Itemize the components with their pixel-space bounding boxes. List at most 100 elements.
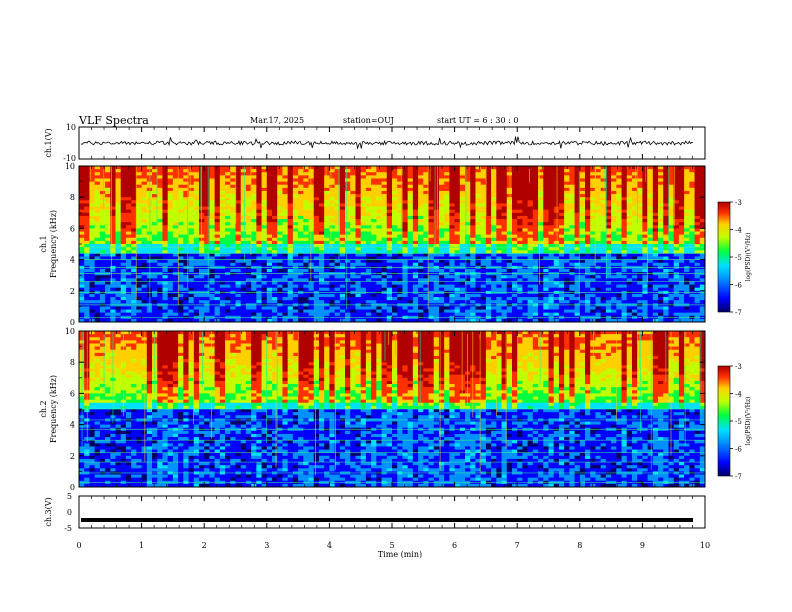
spectrogram-cell: [225, 300, 231, 304]
spectrogram-cell: [423, 268, 429, 273]
spectrogram-cell: [543, 215, 549, 220]
spectrogram-cell: [125, 234, 132, 239]
spectrogram-cell: [240, 278, 247, 282]
spectrogram-cell: [475, 184, 482, 189]
spectrogram-cell: [256, 200, 262, 204]
spectrogram-cell: [574, 222, 581, 226]
spectrogram-cell: [162, 309, 169, 314]
spectrogram-cell: [532, 318, 539, 323]
spectrogram-cell: [178, 203, 184, 207]
spectrogram-cell: [136, 237, 142, 242]
spectrogram-cell: [350, 184, 356, 189]
spectrogram-cell: [120, 178, 127, 182]
spectrogram-cell: [501, 219, 508, 223]
spectrogram-cell: [585, 253, 591, 257]
spectrogram-cell: [376, 312, 382, 317]
spectrogram-cell: [402, 215, 409, 220]
spectrogram-cell: [204, 184, 210, 189]
spectrogram-cell: [261, 256, 268, 260]
spectrogram-cell: [256, 169, 262, 173]
spectrogram-cell: [89, 219, 96, 223]
spectrogram-cell: [230, 187, 236, 192]
spectrogram-cell: [386, 187, 393, 192]
spectrogram-cell: [496, 225, 502, 229]
spectrogram-cell: [251, 293, 257, 298]
spectrogram-cell: [579, 222, 586, 226]
spectrogram-cell: [131, 268, 137, 273]
spectrogram-cell: [131, 256, 137, 260]
spectrogram-cell: [412, 231, 419, 236]
spectrogram-cell: [350, 190, 356, 195]
spectrogram-cell: [141, 234, 148, 239]
spectrogram-cell: [449, 190, 455, 195]
spectrogram-cell: [454, 278, 461, 282]
spectrogram-cell: [230, 293, 236, 298]
spectrogram-cell: [209, 187, 216, 192]
spectrogram-cell: [167, 222, 174, 226]
spectrogram-cell: [141, 262, 148, 267]
spectrogram-cell: [245, 222, 252, 226]
spectrogram-cell: [433, 215, 440, 220]
spectrogram-cell: [157, 309, 163, 314]
spectrogram-cell: [501, 206, 508, 211]
spectrogram-cell: [282, 247, 289, 251]
spectrogram-cell: [465, 278, 471, 282]
spectrogram-cell: [313, 244, 320, 248]
spectrogram-cell: [444, 281, 450, 285]
spectrogram-cell: [371, 278, 377, 282]
spectrogram-cell: [167, 281, 174, 285]
spectrogram-cell: [245, 194, 252, 198]
spectrogram-cell: [538, 259, 544, 264]
spectrogram-cell: [345, 234, 351, 239]
spectrogram-cell: [329, 178, 336, 182]
spectrogram-cell: [538, 244, 544, 248]
spectrogram-cell: [214, 287, 221, 292]
spectrogram-cell: [517, 234, 523, 239]
spectrogram-cell: [569, 231, 575, 236]
spectrogram-cell: [277, 306, 283, 310]
spectrogram-cell: [261, 234, 268, 239]
spectrogram-cell: [360, 184, 367, 189]
spectrogram-cell: [548, 284, 555, 289]
spectrogram-cell: [381, 244, 388, 248]
spectrogram-cell: [574, 215, 581, 220]
spectrogram-cell: [125, 228, 132, 232]
spectrogram-cell: [428, 306, 435, 310]
spectrogram-cell: [131, 206, 137, 211]
spectrogram-cell: [470, 247, 476, 251]
spectrogram-cell: [183, 190, 189, 195]
spectrogram-cell: [277, 184, 283, 189]
spectrogram-cell: [94, 206, 101, 211]
spectrogram-cell: [579, 262, 586, 267]
spectrogram-cell: [517, 203, 523, 207]
spectrogram-cell: [303, 247, 309, 251]
spectrogram-cell: [355, 309, 362, 314]
spectrogram-cell: [214, 209, 221, 214]
spectrogram-cell: [230, 225, 236, 229]
spectrogram-cell: [579, 234, 586, 239]
spectrogram-cell: [245, 212, 252, 217]
spectrogram-cell: [548, 306, 555, 310]
spectrogram-cell: [334, 166, 341, 170]
spectrogram-cell: [355, 228, 362, 232]
spectrogram-cell: [558, 306, 565, 310]
spectrogram-cell: [459, 184, 466, 189]
spectrogram-cell: [172, 222, 179, 226]
spectrogram-cell: [303, 318, 309, 323]
spectrogram-cell: [162, 247, 169, 251]
spectrogram-cell: [365, 250, 372, 254]
spectrogram-cell: [365, 190, 372, 195]
spectrogram-cell: [313, 209, 320, 214]
spectrogram-cell: [214, 203, 221, 207]
spectrogram-cell: [193, 309, 200, 314]
spectrogram-cell: [538, 240, 544, 245]
spectrogram-cell: [491, 250, 497, 254]
spectrogram-cell: [188, 222, 195, 226]
spectrogram-cell: [125, 219, 132, 223]
spectrogram-cell: [162, 169, 169, 173]
spectrogram-cell: [110, 278, 116, 282]
spectrogram-cell: [157, 169, 163, 173]
spectrogram-cell: [298, 309, 304, 314]
spectrogram-cell: [418, 219, 424, 223]
spectrogram-cell: [308, 190, 315, 195]
